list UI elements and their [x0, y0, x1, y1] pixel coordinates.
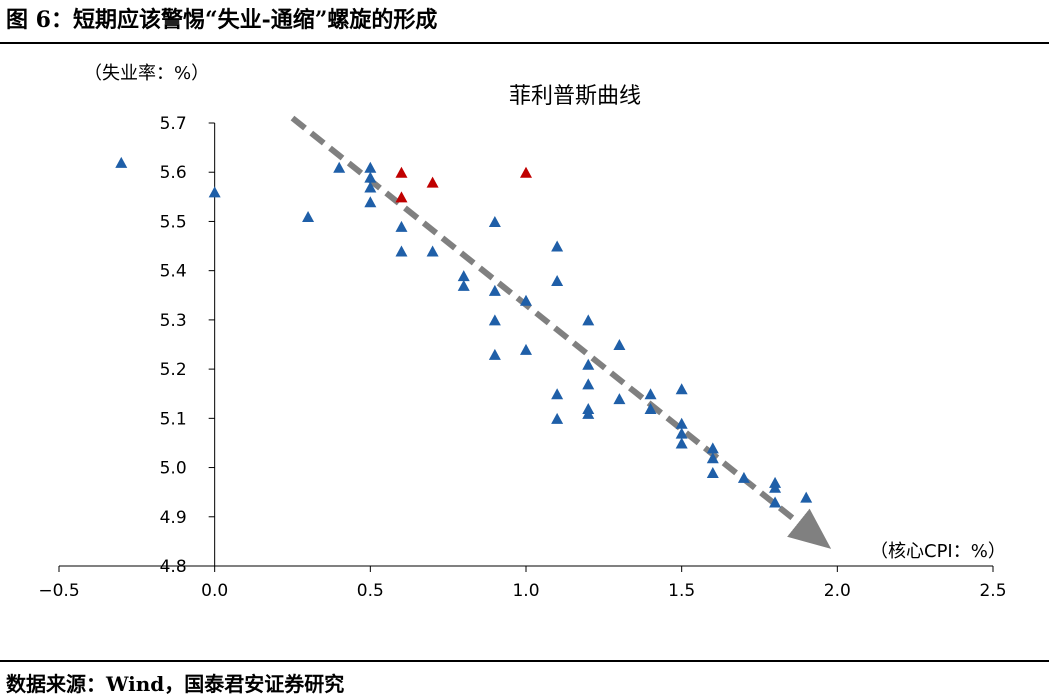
red-point — [395, 166, 408, 178]
blue-point — [364, 171, 377, 183]
blue-point — [706, 442, 719, 454]
blue-point — [644, 388, 657, 400]
red-point — [395, 191, 408, 203]
blue-point — [675, 437, 688, 449]
blue-point — [488, 348, 501, 360]
y-tick-label: 5.6 — [160, 163, 187, 183]
bottom-rule — [0, 660, 1049, 662]
blue-point — [488, 215, 501, 227]
blue-point — [582, 358, 595, 370]
blue-point — [488, 314, 501, 326]
x-tick-label: −0.5 — [38, 581, 79, 601]
y-tick-label: 4.8 — [160, 557, 187, 577]
y-axis-label: （失业率：%） — [84, 63, 209, 84]
blue-point — [364, 161, 377, 173]
axes: 4.8 4.9 5.0 5.1 5.2 5.3 5.4 5.5 5.6 5.7 −0.5 0.0 0.5… — [38, 114, 1006, 601]
blue-point — [208, 186, 221, 198]
blue-point — [644, 402, 657, 414]
blue-point — [520, 294, 532, 306]
blue-point — [675, 383, 688, 395]
top-rule — [0, 42, 1049, 44]
red-point — [426, 176, 439, 188]
source-note: 数据来源：Wind，国泰君安证券研究 — [6, 672, 345, 696]
blue-point — [582, 314, 595, 326]
y-tick-label: 5.2 — [160, 360, 187, 380]
blue-point — [582, 407, 595, 419]
blue-point — [551, 388, 564, 400]
blue-point — [488, 284, 501, 296]
blue-point — [302, 211, 315, 223]
blue-point — [675, 417, 688, 429]
blue-point — [800, 491, 813, 503]
x-axis-label: （核心CPI：%） — [870, 541, 1006, 562]
y-tick-label: 5.3 — [160, 311, 187, 331]
x-tick-label: 2.0 — [824, 581, 851, 601]
y-tick-label: 5.1 — [160, 409, 187, 429]
y-tick-label: 5.7 — [160, 114, 187, 134]
blue-point — [769, 496, 782, 508]
scatter-chart: 4.8 4.9 5.0 5.1 5.2 5.3 5.4 5.5 5.6 5.7 −0.5 0.0 0.5… — [38, 63, 1006, 601]
blue-point — [364, 181, 377, 193]
x-tick-label: 1.5 — [668, 581, 695, 601]
blue-point — [333, 161, 346, 173]
x-tick-label: 0.5 — [357, 581, 384, 601]
chart-title: 菲利普斯曲线 — [509, 84, 641, 109]
blue-point — [395, 220, 408, 232]
blue-point — [582, 378, 595, 390]
blue-point — [737, 471, 750, 483]
blue-point — [769, 481, 782, 493]
blue-point — [613, 339, 626, 350]
blue-point — [520, 343, 532, 355]
data-points — [115, 156, 813, 508]
blue-point — [551, 240, 564, 252]
blue-point — [706, 466, 719, 478]
blue-point — [115, 156, 128, 168]
blue-point — [395, 245, 408, 257]
y-tick-label: 5.0 — [160, 459, 187, 479]
y-tick-label: 5.5 — [160, 212, 187, 232]
x-tick-label: 0.0 — [201, 581, 228, 601]
blue-point — [457, 279, 470, 291]
y-tick-label: 5.4 — [160, 262, 187, 282]
blue-point — [426, 245, 439, 257]
trend-arrow — [290, 115, 832, 549]
blue-point — [675, 427, 688, 439]
red-point — [520, 166, 532, 178]
blue-point — [613, 393, 626, 405]
blue-point — [551, 412, 564, 424]
blue-point — [706, 452, 719, 464]
y-tick-label: 4.9 — [160, 508, 187, 528]
blue-point — [457, 270, 470, 282]
blue-point — [551, 275, 564, 287]
trend-arrow-line — [290, 115, 832, 549]
x-tick-label: 1.0 — [512, 581, 539, 601]
blue-point — [364, 196, 377, 208]
x-tick-label: 2.5 — [979, 581, 1006, 601]
figure-title: 图 6：短期应该警惕“失业-通缩”螺旋的形成 — [6, 7, 438, 33]
